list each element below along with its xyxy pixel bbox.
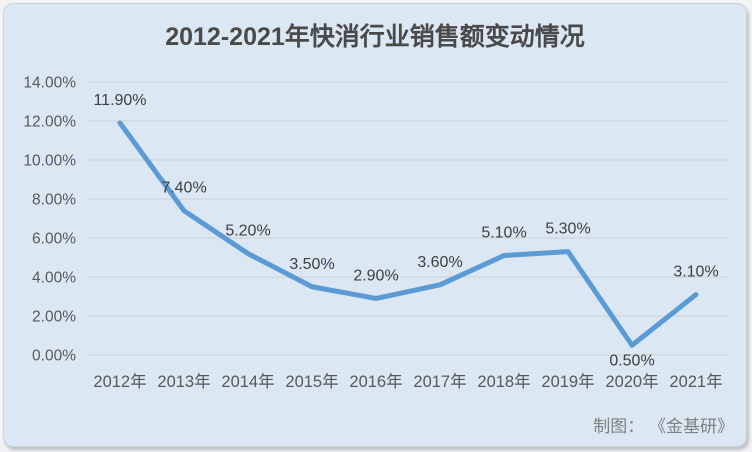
x-tick-label: 2021年	[669, 372, 722, 391]
x-tick-label: 2012年	[93, 372, 146, 391]
data-label: 3.10%	[673, 264, 718, 281]
data-label: 3.60%	[417, 254, 462, 271]
data-label: 0.50%	[609, 352, 654, 369]
y-tick-label: 4.00%	[32, 270, 76, 287]
data-label: 11.90%	[93, 92, 146, 109]
line-chart: 0.00% 2.00% 4.00% 6.00% 8.00% 10.00% 12.00% 14.…	[23, 75, 728, 391]
chart-credit: 制图： 《金基研》	[593, 417, 734, 436]
data-label: 2.90%	[353, 267, 398, 284]
series-line	[117, 120, 699, 348]
data-label: 5.10%	[481, 225, 526, 242]
y-tick-label: 2.00%	[32, 309, 76, 326]
data-label: 5.30%	[545, 221, 590, 238]
y-tick-label: 8.00%	[32, 192, 76, 209]
data-label: 5.20%	[225, 223, 270, 240]
y-tick-label: 12.00%	[23, 114, 76, 131]
x-tick-label: 2017年	[413, 372, 466, 391]
x-tick-label: 2014年	[221, 372, 274, 391]
y-tick-label: 0.00%	[32, 348, 76, 365]
x-tick-label: 2016年	[349, 372, 402, 391]
data-label: 3.50%	[289, 256, 334, 273]
x-tick-label: 2013年	[157, 372, 210, 391]
chart-panel: 2012-2021年快消行业销售额变动情况 0.00% 2.00% 4.00% 6.0…	[3, 3, 747, 447]
y-tick-label: 6.00%	[32, 231, 76, 248]
chart-title: 2012-2021年快消行业销售额变动情况	[165, 23, 585, 51]
x-tick-label: 2020年	[605, 372, 658, 391]
x-tick-label: 2018年	[477, 372, 530, 391]
data-label: 7.40%	[161, 180, 206, 197]
y-tick-label: 14.00%	[23, 75, 76, 92]
y-tick-label: 10.00%	[23, 153, 76, 170]
x-tick-label: 2019年	[541, 372, 594, 391]
x-tick-label: 2015年	[285, 372, 338, 391]
